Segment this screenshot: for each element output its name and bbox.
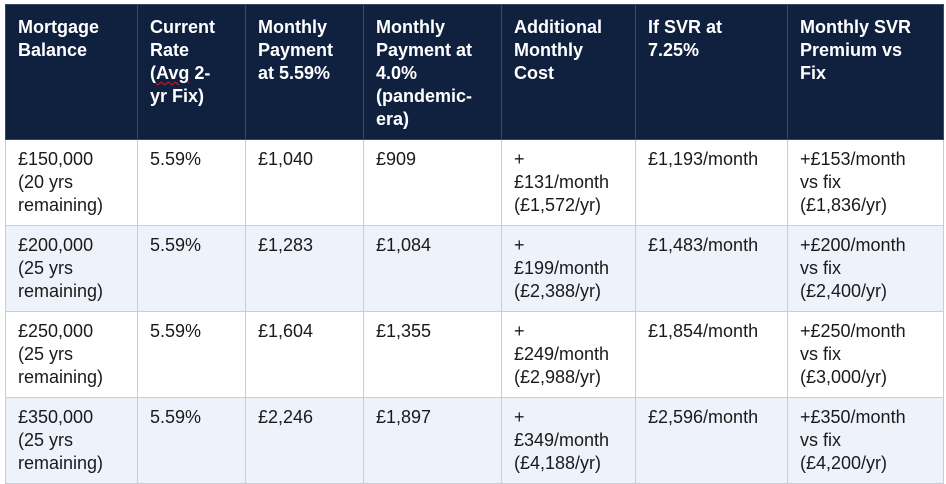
cell-monthly-payment-559: £2,246	[245, 397, 364, 484]
header-additional-monthly-cost: Additional Monthly Cost	[501, 4, 636, 140]
cell-monthly-payment-559: £1,040	[245, 139, 364, 226]
cell-mortgage-balance: £350,000 (25 yrs remaining)	[5, 397, 138, 484]
cell-current-rate: 5.59%	[137, 225, 246, 312]
cell-mortgage-balance: £150,000 (20 yrs remaining)	[5, 139, 138, 226]
table-row: £250,000 (25 yrs remaining) 5.59% £1,604…	[5, 311, 944, 398]
table-header: Mortgage Balance Current Rate (Avg 2- yr…	[5, 4, 944, 140]
table-row: £350,000 (25 yrs remaining) 5.59% £2,246…	[5, 397, 944, 484]
table-row: £200,000 (25 yrs remaining) 5.59% £1,283…	[5, 225, 944, 312]
header-monthly-payment-559: Monthly Payment at 5.59%	[245, 4, 364, 140]
cell-monthly-payment-4: £1,355	[363, 311, 502, 398]
cell-monthly-payment-559: £1,604	[245, 311, 364, 398]
cell-current-rate: 5.59%	[137, 397, 246, 484]
cell-additional-monthly-cost: + £131/month (£1,572/yr)	[501, 139, 636, 226]
table-body: £150,000 (20 yrs remaining) 5.59% £1,040…	[5, 139, 944, 484]
cell-monthly-payment-4: £909	[363, 139, 502, 226]
table-row: £150,000 (20 yrs remaining) 5.59% £1,040…	[5, 139, 944, 226]
cell-svr-premium: +£350/month vs fix (£4,200/yr)	[787, 397, 944, 484]
header-svr-premium: Monthly SVR Premium vs Fix	[787, 4, 944, 140]
cell-monthly-payment-559: £1,283	[245, 225, 364, 312]
cell-mortgage-balance: £250,000 (25 yrs remaining)	[5, 311, 138, 398]
cell-monthly-payment-4: £1,084	[363, 225, 502, 312]
header-row: Mortgage Balance Current Rate (Avg 2- yr…	[5, 4, 944, 140]
cell-current-rate: 5.59%	[137, 311, 246, 398]
cell-current-rate: 5.59%	[137, 139, 246, 226]
cell-svr-premium: +£250/month vs fix (£3,000/yr)	[787, 311, 944, 398]
cell-svr-premium: +£200/month vs fix (£2,400/yr)	[787, 225, 944, 312]
header-mortgage-balance: Mortgage Balance	[5, 4, 138, 140]
cell-monthly-payment-4: £1,897	[363, 397, 502, 484]
header-monthly-payment-4: Monthly Payment at 4.0% (pandemic- era)	[363, 4, 502, 140]
header-current-rate: Current Rate (Avg 2- yr Fix)	[137, 4, 246, 140]
mortgage-comparison-table: Mortgage Balance Current Rate (Avg 2- yr…	[5, 4, 944, 484]
cell-if-svr: £1,854/month	[635, 311, 788, 398]
cell-additional-monthly-cost: + £349/month (£4,188/yr)	[501, 397, 636, 484]
cell-additional-monthly-cost: + £199/month (£2,388/yr)	[501, 225, 636, 312]
cell-svr-premium: +£153/month vs fix (£1,836/yr)	[787, 139, 944, 226]
cell-if-svr: £1,193/month	[635, 139, 788, 226]
header-if-svr: If SVR at 7.25%	[635, 4, 788, 140]
cell-if-svr: £2,596/month	[635, 397, 788, 484]
cell-if-svr: £1,483/month	[635, 225, 788, 312]
cell-mortgage-balance: £200,000 (25 yrs remaining)	[5, 225, 138, 312]
cell-additional-monthly-cost: + £249/month (£2,988/yr)	[501, 311, 636, 398]
